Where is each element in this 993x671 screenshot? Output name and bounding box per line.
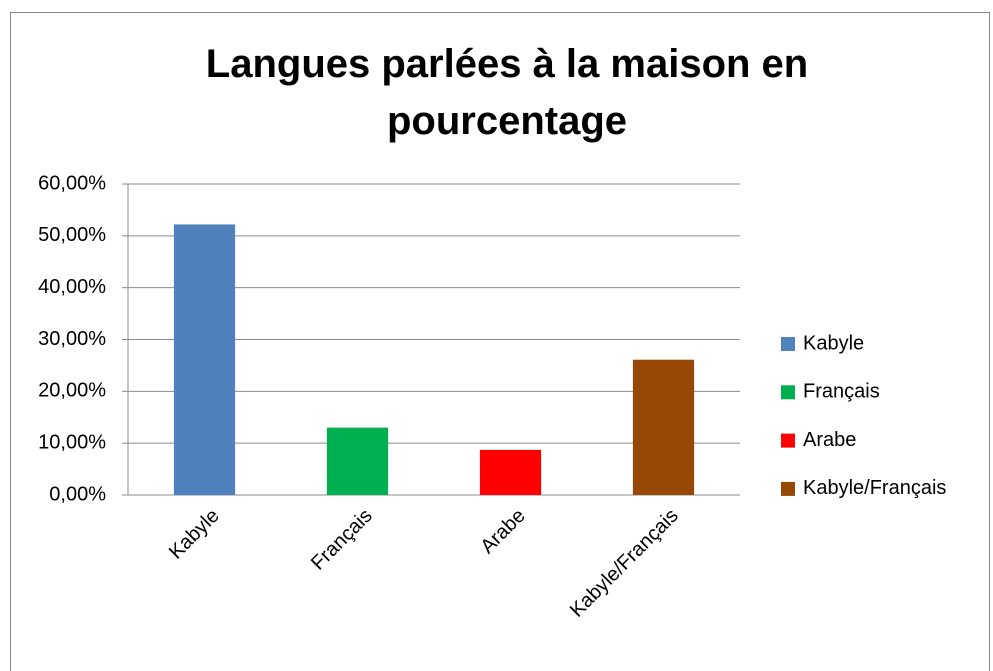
legend-swatch: [781, 481, 795, 496]
x-tick-label: Kabyle/Français: [566, 505, 683, 622]
y-tick-label: 40,00%: [38, 276, 106, 298]
x-tick-label: Kabyle: [165, 505, 224, 564]
y-tick-label: 30,00%: [38, 328, 106, 350]
legend-label: Arabe: [803, 429, 856, 451]
legend-label: Français: [803, 381, 880, 403]
legend-swatch: [781, 385, 795, 400]
legend-label: Kabyle/Français: [803, 477, 946, 499]
legend-swatch: [781, 433, 795, 448]
chart-title: Langues parlées à la maison en pourcenta…: [205, 42, 809, 143]
chart-border: [10, 12, 990, 671]
y-tick-label: 60,00%: [38, 172, 106, 194]
x-tick-label: Français: [307, 505, 377, 575]
bar: [326, 427, 389, 495]
bar: [632, 359, 695, 495]
legend-swatch: [781, 337, 795, 351]
y-tick-label: 0,00%: [49, 483, 106, 505]
y-tick-label: 20,00%: [38, 380, 106, 402]
legend-label: Kabyle: [803, 332, 864, 354]
bar: [479, 449, 542, 495]
y-tick-label: 10,00%: [38, 431, 106, 453]
y-tick-label: 50,00%: [38, 224, 106, 246]
bar: [173, 224, 236, 495]
x-tick-label: Arabe: [476, 505, 529, 558]
